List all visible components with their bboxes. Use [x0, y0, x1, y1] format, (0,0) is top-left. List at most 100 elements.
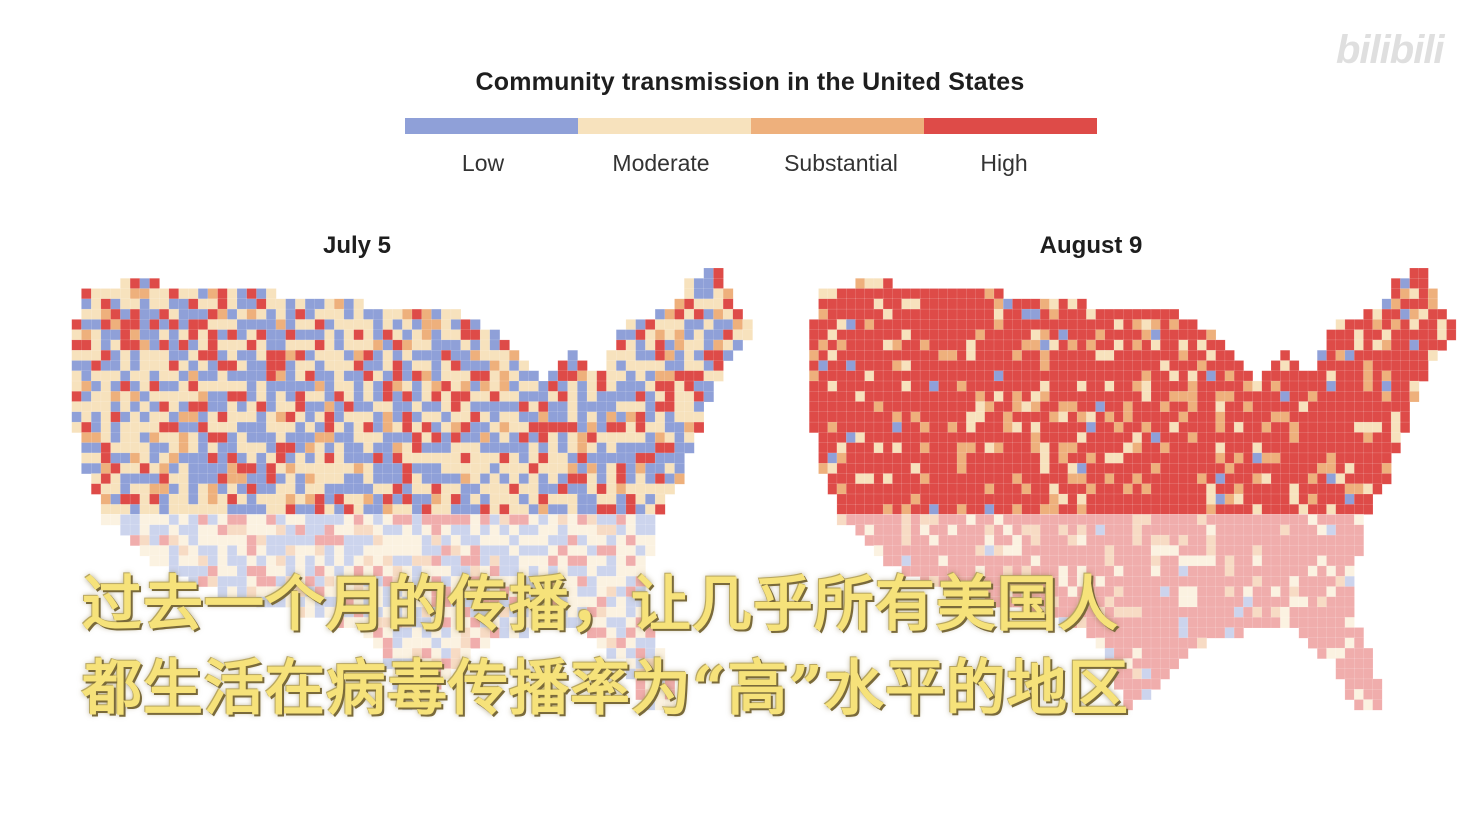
county-cell — [975, 442, 986, 454]
county-cell — [1307, 370, 1318, 382]
county-cell — [1076, 504, 1087, 516]
county-cell — [1215, 411, 1226, 423]
county-cell — [956, 401, 967, 413]
county-cell — [993, 493, 1004, 505]
county-cell — [1280, 360, 1291, 372]
county-cell — [1076, 380, 1087, 392]
county-cell — [1390, 432, 1401, 444]
county-cell — [684, 442, 695, 454]
county-cell — [1169, 463, 1180, 475]
county-cell — [910, 298, 921, 310]
county-cell — [818, 401, 829, 413]
county-cell — [892, 339, 903, 351]
county-cell — [1086, 401, 1097, 413]
county-cell — [836, 483, 847, 495]
county-cell — [882, 370, 893, 382]
county-cell — [1003, 411, 1014, 423]
county-cell — [919, 288, 930, 300]
county-cell — [1159, 493, 1170, 505]
county-cell — [966, 483, 977, 495]
county-cell — [919, 442, 930, 454]
county-cell — [1113, 421, 1124, 434]
county-cell — [1169, 339, 1180, 351]
county-cell — [910, 452, 921, 464]
county-cell — [910, 329, 921, 341]
county-cell — [1086, 442, 1097, 454]
county-cell — [818, 288, 829, 300]
county-cell — [1067, 308, 1078, 321]
county-cell — [1058, 411, 1069, 423]
county-cell — [910, 380, 921, 392]
county-cell — [864, 278, 875, 290]
county-cell — [1123, 483, 1134, 495]
county-cell — [1335, 391, 1346, 403]
county-cell — [1169, 504, 1180, 516]
county-cell — [1187, 421, 1198, 434]
county-cell — [1335, 370, 1346, 382]
county-cell — [1307, 432, 1318, 444]
county-cell — [1390, 308, 1401, 321]
county-cell — [1159, 483, 1170, 495]
county-cell — [1196, 473, 1207, 485]
county-cell — [1243, 401, 1254, 413]
county-cell — [864, 442, 875, 454]
county-cell — [855, 380, 866, 392]
county-cell — [1400, 370, 1411, 382]
county-cell — [1058, 432, 1069, 444]
county-cell — [938, 298, 949, 310]
county-cell — [873, 360, 884, 372]
county-cell — [1113, 432, 1124, 444]
county-cell — [1409, 288, 1420, 300]
county-cell — [993, 421, 1004, 434]
county-cell — [1086, 432, 1097, 444]
county-cell — [1104, 329, 1115, 341]
county-cell — [929, 350, 940, 362]
county-cell — [901, 483, 912, 495]
county-cell — [1123, 380, 1134, 392]
county-cell — [1409, 360, 1420, 372]
county-cell — [1243, 411, 1254, 423]
county-cell — [1169, 308, 1180, 321]
county-cell — [1095, 411, 1106, 423]
county-cell — [1270, 442, 1281, 454]
county-cell — [1335, 380, 1346, 392]
county-cell — [1132, 411, 1143, 423]
county-cell — [892, 442, 903, 454]
county-cell — [809, 360, 820, 372]
county-cell — [818, 432, 829, 444]
county-cell — [901, 329, 912, 341]
county-cell — [864, 483, 875, 495]
county-cell — [1224, 493, 1235, 505]
county-cell — [1390, 391, 1401, 403]
county-cell — [966, 298, 977, 310]
county-cell — [836, 401, 847, 413]
county-cell — [1003, 350, 1014, 362]
county-cell — [901, 411, 912, 423]
county-cell — [864, 493, 875, 505]
county-cell — [1104, 411, 1115, 423]
county-cell — [1003, 473, 1014, 485]
county-cell — [1030, 391, 1041, 403]
county-cell — [1280, 452, 1291, 464]
county-cell — [1289, 360, 1300, 372]
county-cell — [1307, 380, 1318, 392]
legend-swatch-high — [924, 118, 1097, 134]
county-cell — [1132, 493, 1143, 505]
county-cell — [1003, 360, 1014, 372]
county-cell — [1390, 411, 1401, 423]
county-cell — [855, 370, 866, 382]
county-cell — [919, 391, 930, 403]
county-cell — [1159, 401, 1170, 413]
county-cell — [818, 329, 829, 341]
county-cell — [855, 442, 866, 454]
county-cell — [1363, 463, 1374, 475]
county-cell — [1067, 360, 1078, 372]
county-cell — [975, 493, 986, 505]
county-cell — [846, 504, 857, 516]
county-cell — [809, 421, 820, 434]
county-cell — [1178, 370, 1189, 382]
county-cell — [966, 391, 977, 403]
county-cell — [892, 493, 903, 505]
county-cell — [984, 339, 995, 351]
county-cell — [1021, 483, 1032, 495]
